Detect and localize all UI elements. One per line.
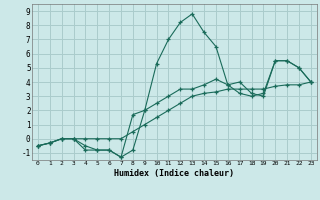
X-axis label: Humidex (Indice chaleur): Humidex (Indice chaleur) — [115, 169, 234, 178]
